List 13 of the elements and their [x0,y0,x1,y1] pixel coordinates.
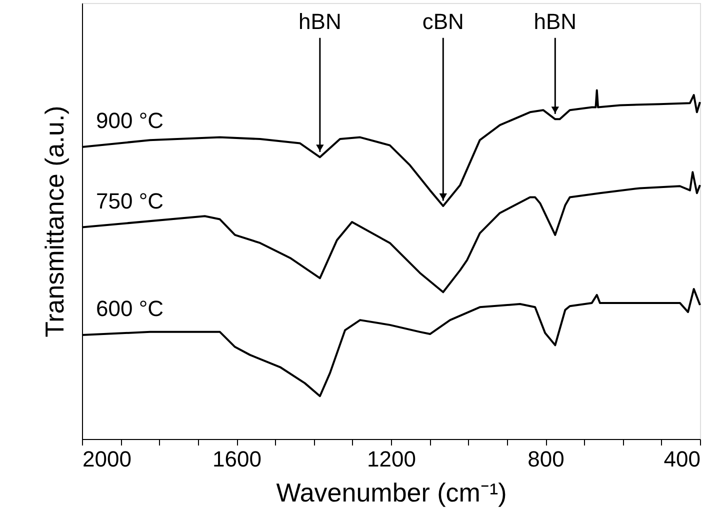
series-label: 900 °C [96,108,164,134]
x-tick-label: 800 [528,446,564,472]
x-tick-label: 400 [664,446,700,472]
annotation: hBN [298,8,342,34]
annotation: hBN [534,8,577,34]
series-label: 750 °C [96,188,164,214]
series-label: 600 °C [96,296,164,322]
x-tick-label: 1600 [212,446,262,472]
annotation: cBN [422,8,464,34]
x-axis-title: Wavenumber (cm⁻¹) [276,478,507,508]
x-tick-label: 2000 [82,446,132,472]
y-axis-title: Transmittance (a.u.) [40,106,70,338]
x-tick-label: 1200 [367,446,416,472]
